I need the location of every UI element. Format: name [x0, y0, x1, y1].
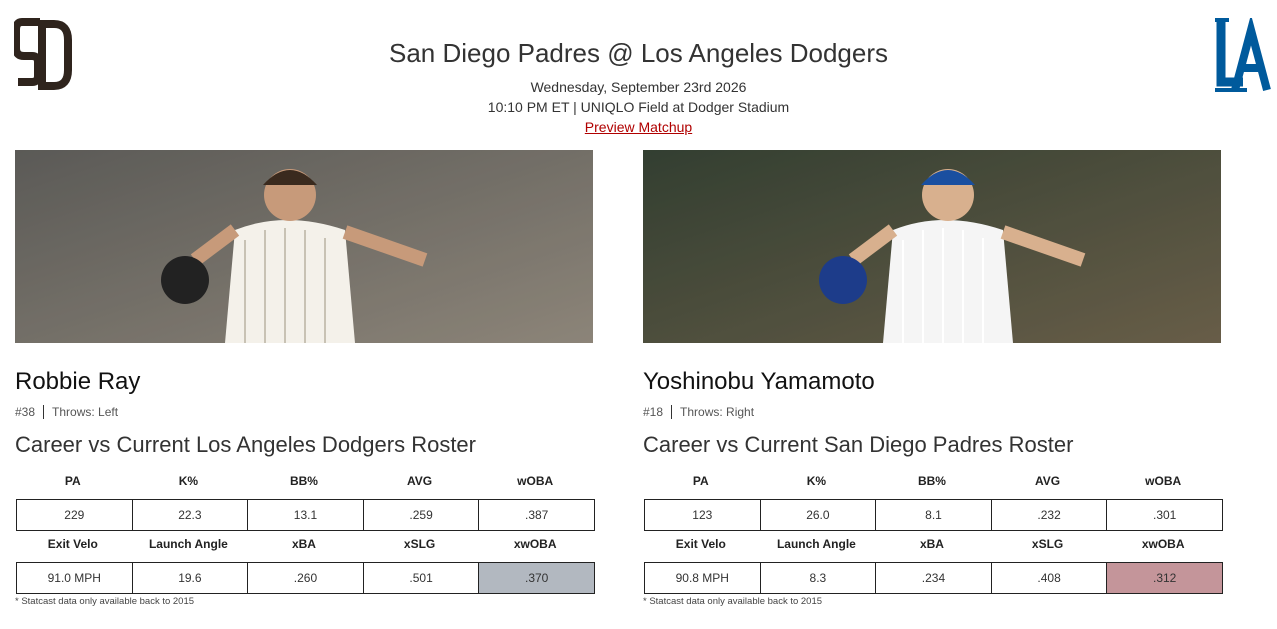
stat-cell: 90.8 MPH [645, 563, 761, 593]
stat-cell: .234 [876, 563, 992, 593]
stat-header: Launch Angle [776, 537, 856, 551]
pitcher-name: Robbie Ray [15, 368, 141, 395]
stat-cell: 8.3 [761, 563, 877, 593]
stat-cell: 8.1 [876, 500, 992, 530]
stat-header: xBA [291, 537, 316, 551]
stat-header: wOBA [517, 474, 554, 488]
roster-heading: Career vs Current San Diego Padres Roste… [643, 432, 1074, 457]
stat-row: 123 26.0 8.1.232.301 [644, 499, 1223, 531]
stat-cell: 13.1 [248, 500, 364, 530]
stat-cell: .370 [479, 563, 595, 593]
stat-header: wOBA [1145, 474, 1182, 488]
stat-cell: 91.0 MPH [17, 563, 133, 593]
home-team-logo [1215, 18, 1271, 92]
jersey-number: #38 [15, 405, 36, 419]
pitcher-meta: #38 Throws: Left [15, 405, 118, 419]
roster-heading: Career vs Current Los Angeles Dodgers Ro… [15, 432, 476, 457]
stat-row: 90.8 MPH 8.3.234.408.312 [644, 562, 1223, 594]
stat-header-row: Exit Velo Launch Angle xBA xSLG xwOBA [643, 537, 1222, 551]
stat-header: PA [64, 474, 81, 488]
stat-cell: .259 [364, 500, 480, 530]
game-date: Wednesday, September 23rd 2026 [530, 79, 747, 95]
stat-cell: 22.3 [133, 500, 249, 530]
stat-header: AVG [407, 474, 433, 488]
pitcher-column: Robbie Ray #38 Throws: Left Career vs Curre… [15, 150, 595, 620]
stat-cell: 229 [17, 500, 133, 530]
stat-header: K% [806, 474, 827, 488]
stat-cell: .312 [1107, 563, 1223, 593]
stat-header-row: PA K% BB% AVG wOBA [643, 474, 1222, 488]
stat-header-row: PA K% BB% AVG wOBA [15, 474, 594, 488]
stat-header: xwOBA [513, 537, 557, 551]
footnote: * Statcast data only available back to 2… [15, 596, 195, 607]
separator [671, 405, 673, 419]
stat-header-row: Exit Velo Launch Angle xBA xSLG xwOBA [15, 537, 594, 551]
stat-cell: .260 [248, 563, 364, 593]
stat-header: xBA [919, 537, 944, 551]
stat-header: Exit Velo [47, 537, 98, 551]
stat-row: 229 22.3 13.1.259.387 [16, 499, 595, 531]
preview-link[interactable]: Preview Matchup [584, 119, 693, 135]
stat-cell: 123 [645, 500, 761, 530]
stat-header: PA [692, 474, 709, 488]
stat-header: xSLG [1031, 537, 1064, 551]
separator [43, 405, 45, 419]
pitcher-photo [643, 150, 1221, 343]
pitcher-meta: #18 Throws: Right [643, 405, 754, 419]
stat-header: BB% [289, 474, 318, 488]
away-team-logo [14, 18, 72, 90]
pitcher-photo [15, 150, 593, 343]
stat-cell: .501 [364, 563, 480, 593]
pitcher-name: Yoshinobu Yamamoto [643, 368, 875, 395]
stat-cell: 19.6 [133, 563, 249, 593]
stat-header: Exit Velo [675, 537, 726, 551]
matchup-title: San Diego Padres @ Los Angeles Dodgers [388, 38, 889, 68]
footnote: * Statcast data only available back to 2… [643, 596, 823, 607]
stat-header: K% [178, 474, 199, 488]
stat-cell: .232 [992, 500, 1108, 530]
game-time-venue: 10:10 PM ET | UNIQLO Field at Dodger Sta… [487, 99, 790, 115]
stat-header: AVG [1035, 474, 1061, 488]
stat-cell: .301 [1107, 500, 1223, 530]
jersey-number: #18 [643, 405, 664, 419]
stat-header: xwOBA [1141, 537, 1185, 551]
stat-cell: .387 [479, 500, 595, 530]
throws: Throws: Left [52, 405, 119, 419]
throws: Throws: Right [680, 405, 755, 419]
stat-header: Launch Angle [148, 537, 228, 551]
stat-cell: .408 [992, 563, 1108, 593]
stat-cell: 26.0 [761, 500, 877, 530]
pitcher-column: Yoshinobu Yamamoto #18 Throws: Right Career… [643, 150, 1223, 620]
stat-header: BB% [917, 474, 946, 488]
stat-header: xSLG [403, 537, 436, 551]
stat-row: 91.0 MPH 19.6.260.501.370 [16, 562, 595, 594]
